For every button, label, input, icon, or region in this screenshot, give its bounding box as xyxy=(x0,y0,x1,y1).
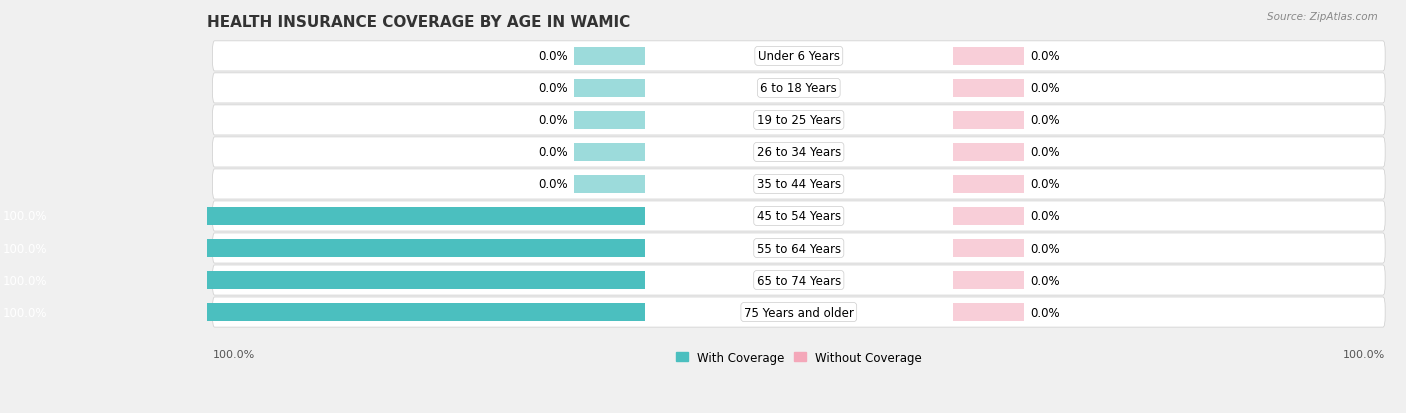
FancyBboxPatch shape xyxy=(212,202,1385,231)
Text: 45 to 54 Years: 45 to 54 Years xyxy=(756,210,841,223)
Text: 100.0%: 100.0% xyxy=(1343,349,1385,359)
Bar xyxy=(574,47,645,66)
Bar xyxy=(574,79,645,98)
Bar xyxy=(52,271,645,290)
Legend: With Coverage, Without Coverage: With Coverage, Without Coverage xyxy=(671,346,927,368)
Bar xyxy=(953,207,1024,226)
Text: 0.0%: 0.0% xyxy=(538,50,568,63)
FancyBboxPatch shape xyxy=(212,138,1385,168)
FancyBboxPatch shape xyxy=(212,106,1385,135)
Text: Source: ZipAtlas.com: Source: ZipAtlas.com xyxy=(1267,12,1378,22)
Text: Under 6 Years: Under 6 Years xyxy=(758,50,839,63)
Bar xyxy=(953,303,1024,322)
Bar xyxy=(953,143,1024,162)
Text: 0.0%: 0.0% xyxy=(1029,210,1059,223)
Bar xyxy=(953,271,1024,290)
Text: 0.0%: 0.0% xyxy=(1029,114,1059,127)
Text: 100.0%: 100.0% xyxy=(212,349,254,359)
Text: 0.0%: 0.0% xyxy=(1029,50,1059,63)
Text: 100.0%: 100.0% xyxy=(3,274,46,287)
Text: 0.0%: 0.0% xyxy=(538,146,568,159)
Text: 100.0%: 100.0% xyxy=(3,210,46,223)
Bar xyxy=(574,175,645,194)
Text: 0.0%: 0.0% xyxy=(1029,306,1059,319)
FancyBboxPatch shape xyxy=(212,265,1385,295)
Text: 0.0%: 0.0% xyxy=(538,114,568,127)
Bar xyxy=(52,207,645,226)
FancyBboxPatch shape xyxy=(212,169,1385,199)
Text: 35 to 44 Years: 35 to 44 Years xyxy=(756,178,841,191)
FancyBboxPatch shape xyxy=(212,233,1385,263)
Text: 19 to 25 Years: 19 to 25 Years xyxy=(756,114,841,127)
Bar xyxy=(953,47,1024,66)
Bar xyxy=(953,79,1024,98)
Text: 0.0%: 0.0% xyxy=(1029,242,1059,255)
Text: 55 to 64 Years: 55 to 64 Years xyxy=(756,242,841,255)
Text: 0.0%: 0.0% xyxy=(1029,274,1059,287)
Bar xyxy=(953,239,1024,258)
Bar xyxy=(953,112,1024,130)
Text: 0.0%: 0.0% xyxy=(1029,178,1059,191)
Text: 65 to 74 Years: 65 to 74 Years xyxy=(756,274,841,287)
Text: 0.0%: 0.0% xyxy=(1029,146,1059,159)
Text: 26 to 34 Years: 26 to 34 Years xyxy=(756,146,841,159)
Text: 100.0%: 100.0% xyxy=(3,242,46,255)
Bar xyxy=(574,112,645,130)
Bar xyxy=(52,303,645,322)
Text: 75 Years and older: 75 Years and older xyxy=(744,306,853,319)
Text: 6 to 18 Years: 6 to 18 Years xyxy=(761,82,837,95)
FancyBboxPatch shape xyxy=(212,42,1385,72)
Bar xyxy=(953,175,1024,194)
Text: 100.0%: 100.0% xyxy=(3,306,46,319)
FancyBboxPatch shape xyxy=(212,74,1385,104)
Text: 0.0%: 0.0% xyxy=(538,82,568,95)
Text: 0.0%: 0.0% xyxy=(538,178,568,191)
Bar xyxy=(574,143,645,162)
Bar xyxy=(52,239,645,258)
Text: 0.0%: 0.0% xyxy=(1029,82,1059,95)
Text: HEALTH INSURANCE COVERAGE BY AGE IN WAMIC: HEALTH INSURANCE COVERAGE BY AGE IN WAMI… xyxy=(207,15,630,30)
FancyBboxPatch shape xyxy=(212,297,1385,328)
